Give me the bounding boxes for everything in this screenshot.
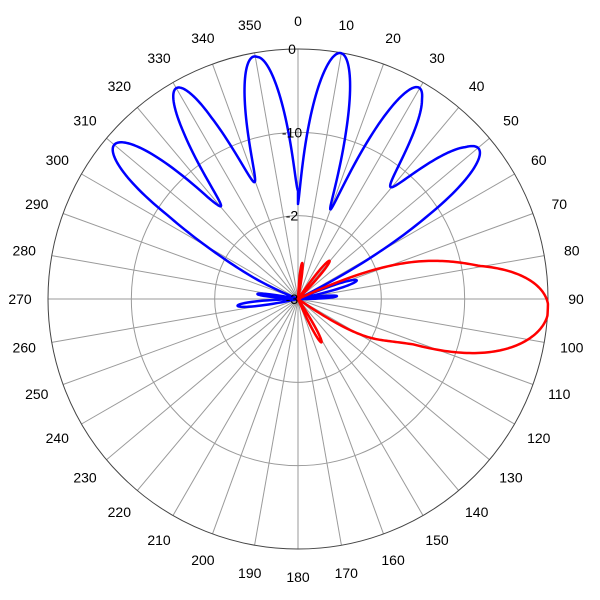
angle-tick-label-70: 70 — [551, 196, 567, 212]
angle-tick-label-10: 10 — [338, 17, 354, 33]
radial-tick-label--20: -2 — [286, 208, 299, 224]
spoke-line-250 — [62, 298, 299, 385]
angle-tick-label-40: 40 — [469, 78, 485, 94]
angle-tick-label-190: 190 — [238, 565, 262, 581]
series-line-0 — [111, 51, 482, 309]
angle-tick-label-0: 0 — [294, 13, 302, 29]
spoke-line-200 — [212, 298, 299, 535]
angle-tick-label-280: 280 — [13, 243, 37, 259]
angle-tick-label-300: 300 — [46, 152, 70, 168]
angle-tick-label-240: 240 — [46, 430, 70, 446]
angle-tick-label-160: 160 — [381, 552, 405, 568]
spoke-line-170 — [297, 298, 342, 546]
series-layer — [111, 51, 550, 355]
angle-tick-label-90: 90 — [568, 291, 584, 307]
spoke-line-140 — [297, 298, 460, 491]
series-line-1 — [296, 259, 550, 355]
spoke-line-120 — [297, 298, 515, 425]
spoke-line-80 — [297, 255, 545, 300]
angle-tick-label-210: 210 — [147, 532, 171, 548]
spoke-line-330 — [172, 82, 299, 300]
angle-tick-label-310: 310 — [73, 112, 97, 128]
angle-tick-label-320: 320 — [108, 78, 132, 94]
angle-tick-label-250: 250 — [25, 386, 49, 402]
spoke-line-310 — [106, 137, 299, 300]
angle-tick-label-120: 120 — [527, 430, 551, 446]
angle-tick-label-270: 270 — [8, 291, 32, 307]
spoke-line-230 — [106, 298, 299, 461]
angle-tick-label-330: 330 — [147, 50, 171, 66]
radial-tick-label--30: -3 — [286, 291, 299, 307]
spoke-line-160 — [297, 298, 384, 535]
angle-labels: 0 10 20 30 40 50 60 70 80 90 100 110 120 130 140 150 160… — [8, 13, 584, 585]
grid-ring-0 — [47, 48, 549, 550]
angle-tick-label-140: 140 — [465, 504, 489, 520]
spoke-line-110 — [297, 298, 534, 385]
spoke-line-190 — [254, 298, 299, 546]
angle-tick-label-180: 180 — [286, 569, 310, 585]
angle-tick-label-350: 350 — [238, 17, 262, 33]
angle-tick-label-170: 170 — [335, 565, 359, 581]
angle-tick-label-340: 340 — [191, 30, 215, 46]
polar-grid — [47, 48, 549, 550]
spoke-line-30 — [297, 82, 424, 300]
spoke-line-350 — [254, 52, 299, 300]
radial-tick-label--10: -10 — [282, 124, 302, 140]
spoke-line-10 — [297, 52, 342, 300]
angle-tick-label-130: 130 — [499, 470, 523, 486]
grid-ring--20 — [214, 215, 382, 383]
spoke-line-50 — [297, 137, 490, 300]
angle-tick-label-150: 150 — [425, 532, 449, 548]
spoke-line-60 — [297, 173, 515, 300]
angle-tick-label-100: 100 — [560, 339, 584, 355]
spoke-line-290 — [62, 213, 299, 300]
angle-tick-label-110: 110 — [548, 386, 571, 402]
angle-tick-label-80: 80 — [564, 243, 580, 259]
spoke-line-40 — [297, 107, 460, 300]
spoke-line-240 — [81, 298, 299, 425]
angle-tick-label-60: 60 — [531, 152, 547, 168]
angle-tick-label-230: 230 — [73, 470, 97, 486]
grid-ring--10 — [130, 131, 466, 467]
spoke-line-100 — [297, 298, 545, 343]
angle-tick-label-50: 50 — [503, 112, 519, 128]
radial-tick-label-0: 0 — [288, 41, 296, 57]
angle-tick-label-30: 30 — [429, 50, 445, 66]
spoke-line-210 — [172, 298, 299, 516]
spoke-line-20 — [297, 63, 384, 300]
spoke-line-130 — [297, 298, 490, 461]
angle-tick-label-200: 200 — [191, 552, 215, 568]
radial-labels: 0 -10 -2 -3 — [282, 41, 302, 307]
spoke-line-320 — [136, 107, 299, 300]
angle-tick-label-20: 20 — [385, 30, 401, 46]
angle-tick-label-290: 290 — [25, 196, 49, 212]
angle-tick-label-220: 220 — [108, 504, 132, 520]
angle-tick-label-260: 260 — [13, 339, 37, 355]
spoke-line-300 — [81, 173, 299, 300]
spoke-line-220 — [136, 298, 299, 491]
spoke-line-280 — [51, 255, 299, 300]
